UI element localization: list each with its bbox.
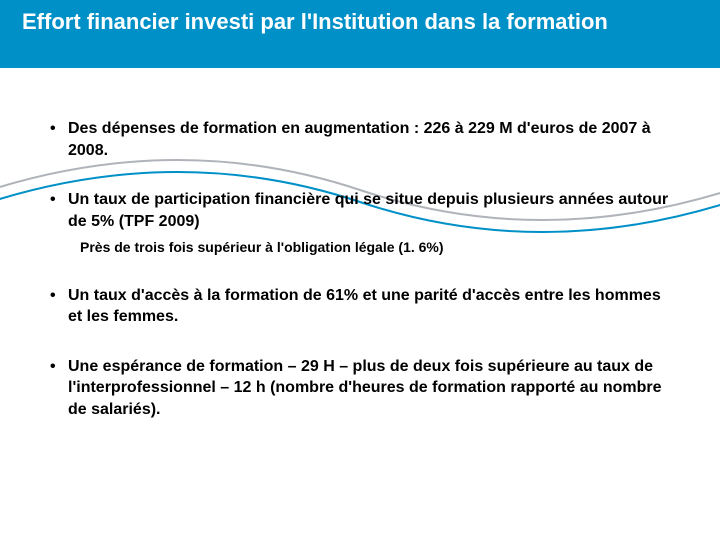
bullet-text: Des dépenses de formation en augmentatio… <box>68 120 651 159</box>
bullet-list: Des dépenses de formation en augmentatio… <box>50 118 670 421</box>
bullet-text: Une espérance de formation – 29 H – plus… <box>68 358 661 418</box>
bullet-item: Des dépenses de formation en augmentatio… <box>50 118 670 161</box>
bullet-item: Un taux d'accès à la formation de 61% et… <box>50 285 670 328</box>
bullet-item: Une espérance de formation – 29 H – plus… <box>50 356 670 421</box>
slide-content: Des dépenses de formation en augmentatio… <box>0 68 720 421</box>
bullet-text: Un taux de participation financière qui … <box>68 191 668 230</box>
bullet-text: Un taux d'accès à la formation de 61% et… <box>68 287 661 326</box>
title-bar: Effort financier investi par l'Instituti… <box>0 0 720 68</box>
bullet-subtext: Près de trois fois supérieur à l'obligat… <box>68 238 670 256</box>
slide-title: Effort financier investi par l'Instituti… <box>22 8 608 36</box>
bullet-item: Un taux de participation financière qui … <box>50 189 670 256</box>
